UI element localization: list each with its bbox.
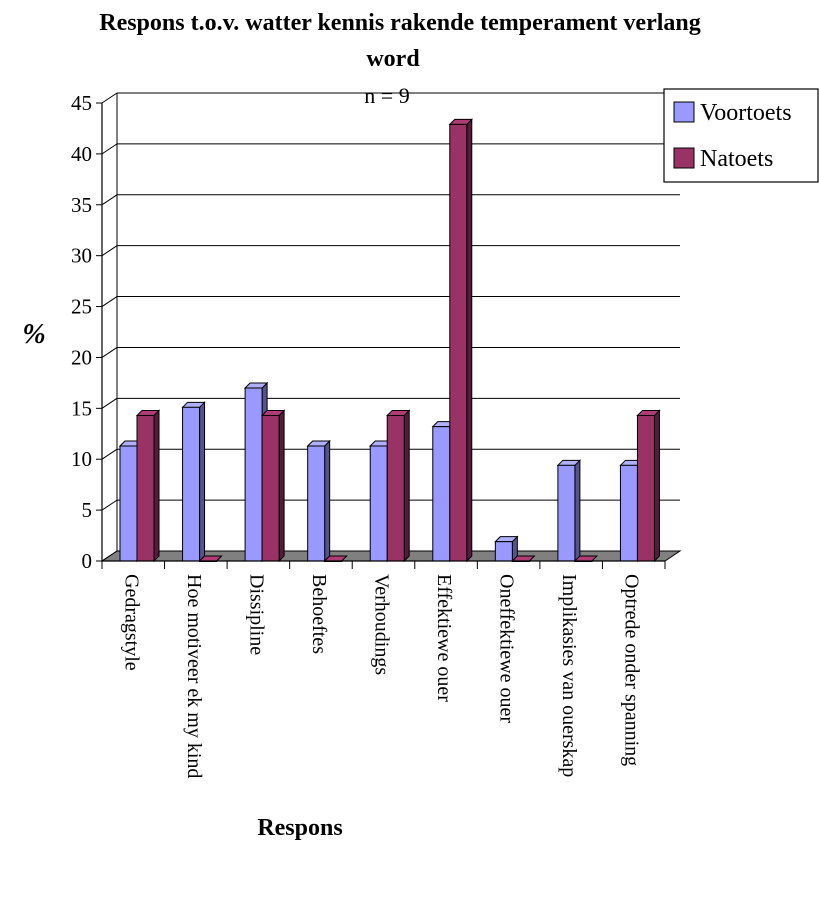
bar-front [432,426,451,562]
bar-front [369,445,388,562]
bar-side [466,118,473,563]
legend-label: Voortoets [700,100,792,126]
y-axis-label: % [22,319,45,350]
bar-side [153,409,160,563]
chart-title-line-1: Respons t.o.v. watter kennis rakende tem… [99,10,701,36]
chart-title-line-2: word [366,46,420,72]
grid-connector [101,448,118,460]
x-axis-label: Respons [257,815,342,841]
bar [306,439,331,563]
legend-swatch [673,101,695,123]
grid-connector [101,397,118,409]
x-category-label: Oneffektiewe ouer [496,574,518,723]
bar-front [261,414,280,562]
grid-connector [101,550,118,562]
y-tick-label: 30 [71,244,92,268]
x-category-label: Behoeftes [308,574,330,654]
x-category-label: Gedragstyle [120,574,142,671]
grid-connector [101,499,118,511]
x-category-label: Dissipline [245,574,267,655]
legend-swatch [673,147,695,169]
bar-front [307,445,326,562]
bar-side [574,459,581,563]
x-category-label: Implikasies van ouerskap [558,574,580,777]
bar-front [386,414,405,562]
x-category-label: Hoe motiveer ek my kind [183,574,205,778]
y-tick-label: 40 [71,142,92,166]
bar [448,118,473,563]
chart-subtitle: n = 9 [364,83,409,108]
bar-front [636,414,655,562]
x-category-label: Effektiewe ouer [433,574,455,702]
grid-connector [101,296,118,307]
x-category-label: Verhoudings [371,574,393,675]
legend-label: Natoets [700,146,773,172]
bar-front [136,414,155,562]
y-tick-label: 5 [82,498,93,522]
bar-front [119,445,138,562]
bar [386,409,411,563]
bar [181,401,206,563]
bar [636,409,661,563]
grid-connector [101,143,118,155]
y-tick-label: 20 [71,345,92,369]
y-tick-label: 45 [71,91,92,115]
bar-front [244,387,263,562]
y-tick-label: 25 [71,295,92,319]
grid-connector [101,347,118,358]
bar-side [278,409,285,563]
bar-front [557,464,576,562]
bar-side [653,409,660,563]
bar-front [449,123,468,562]
bar [556,459,582,563]
grid-connector [101,92,118,104]
grid-connector [101,245,118,257]
y-tick-label: 15 [71,396,92,420]
bar-side [324,439,331,563]
y-tick-label: 0 [82,549,93,573]
y-tick-label: 35 [71,193,92,217]
grid-connector [101,194,118,206]
bar-front [182,406,201,562]
bar-front [494,541,513,562]
bar-side [199,401,206,563]
bar-side [403,409,410,563]
x-category-label: Optrede onder spanning [621,574,643,766]
bar [494,535,519,563]
bar-front [619,464,638,562]
bar [260,409,286,563]
y-tick-label: 10 [71,447,92,471]
bar [135,409,161,563]
